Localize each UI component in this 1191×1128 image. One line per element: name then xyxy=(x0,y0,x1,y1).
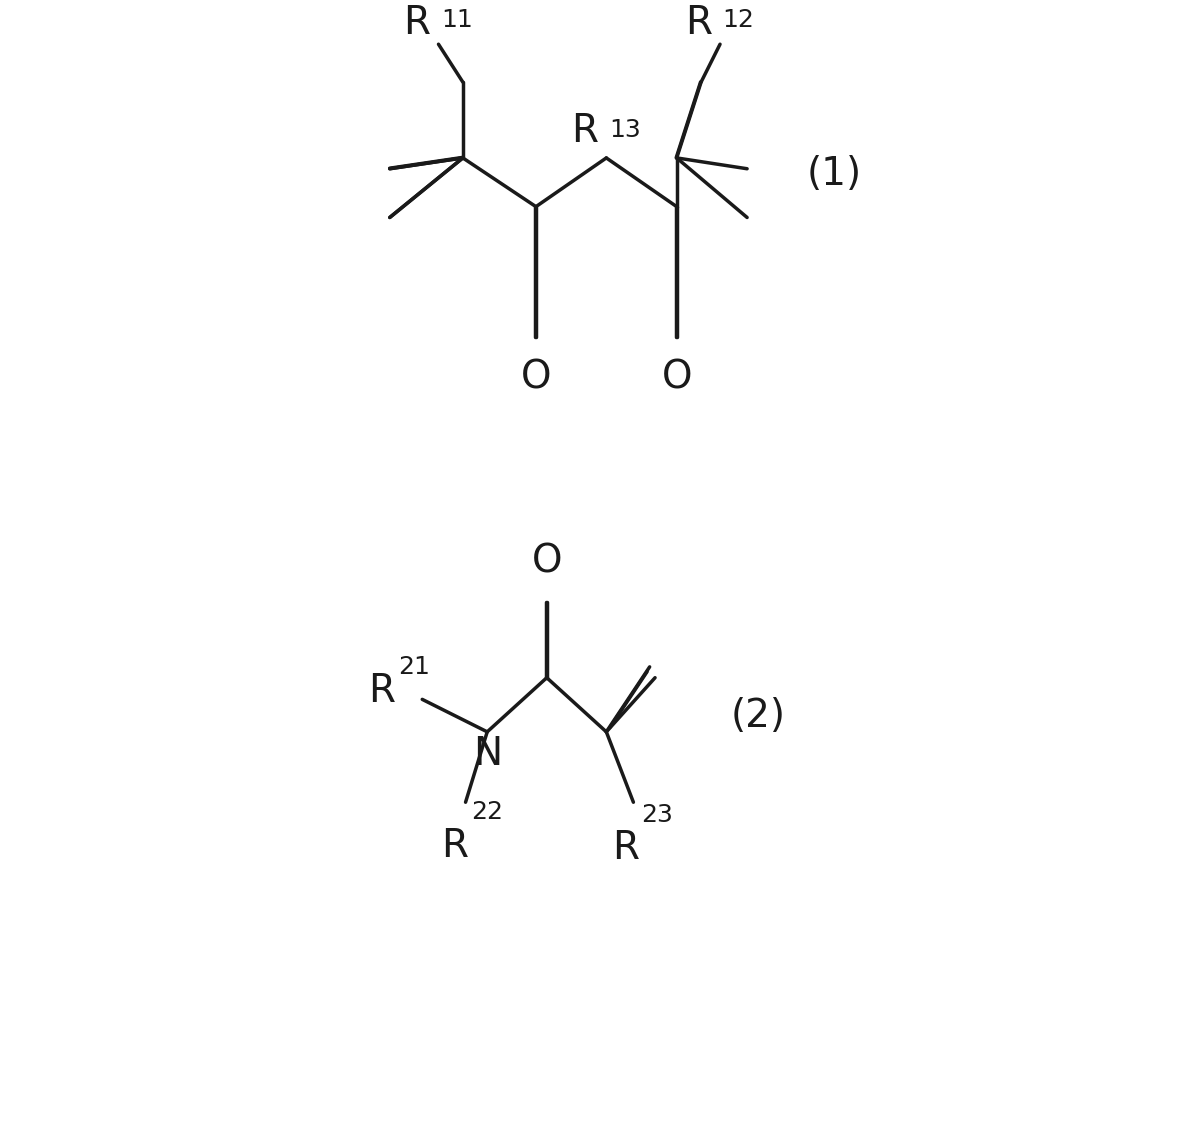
Text: R: R xyxy=(685,3,712,42)
Text: (2): (2) xyxy=(730,697,785,734)
Text: O: O xyxy=(531,543,562,580)
Text: R: R xyxy=(572,112,598,150)
Text: 22: 22 xyxy=(470,800,503,823)
Text: R: R xyxy=(404,3,430,42)
Text: 12: 12 xyxy=(723,8,755,33)
Text: R: R xyxy=(368,672,395,711)
Text: 23: 23 xyxy=(642,803,673,827)
Text: R: R xyxy=(441,827,468,864)
Text: 13: 13 xyxy=(609,117,641,142)
Text: (1): (1) xyxy=(806,156,861,193)
Text: 21: 21 xyxy=(398,655,430,679)
Text: N: N xyxy=(473,734,501,773)
Text: O: O xyxy=(520,359,551,396)
Text: O: O xyxy=(661,359,692,396)
Text: R: R xyxy=(612,829,638,867)
Text: 11: 11 xyxy=(441,8,473,33)
